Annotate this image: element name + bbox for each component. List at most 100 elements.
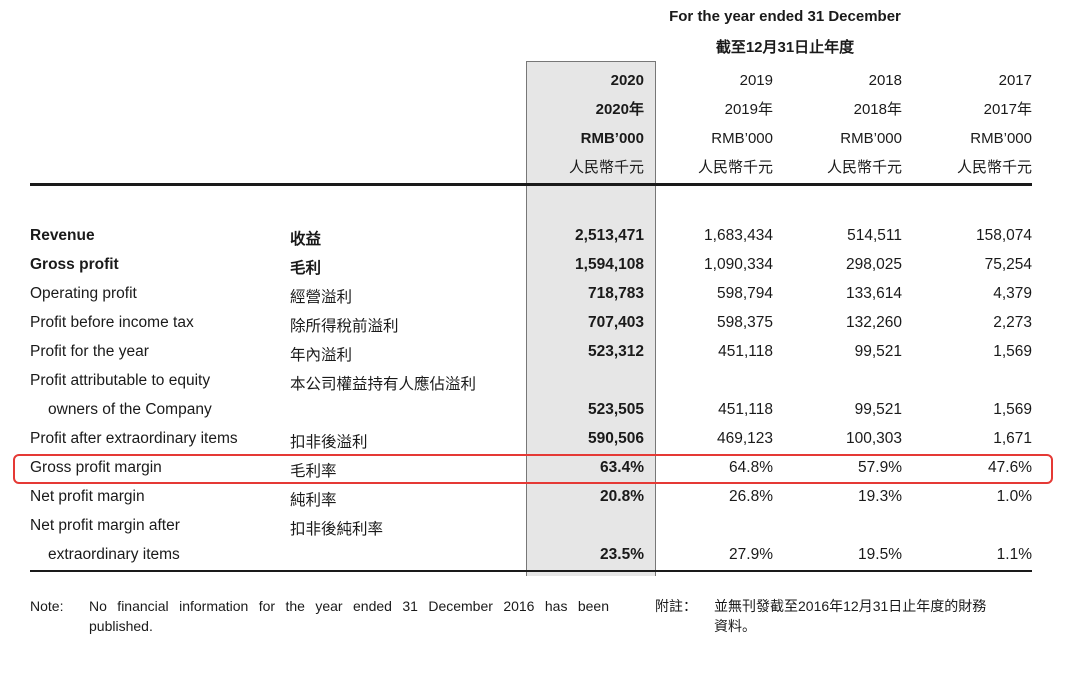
column-year: 2018: [868, 72, 902, 89]
cell-2017: 2,273: [993, 314, 1032, 331]
table-row-net-profit-margin: Net profit margin 純利率 20.8% 26.8% 19.3% …: [0, 482, 1080, 511]
row-label-zh: 毛利: [290, 260, 322, 277]
cell-2019: 598,794: [716, 285, 773, 302]
cell-2020: 718,783: [587, 285, 644, 302]
cell-2020: 523,505: [587, 401, 644, 418]
table-row-profit-for-year: Profit for the year 年內溢利 523,312 451,118…: [0, 337, 1080, 366]
note-label-zh: 附註：: [655, 598, 697, 614]
header-rule: [30, 183, 1032, 186]
table-row-profit-after-extraordinary: Profit after extraordinary items 扣非後溢利 5…: [0, 424, 1080, 453]
table-row-profit-attributable: Profit attributable to equity 本公司權益持有人應佔…: [0, 366, 1080, 395]
row-label-en: owners of the Company: [48, 401, 212, 418]
note-text-zh-line1: 並無刊發截至2016年12月31日止年度的財務: [714, 598, 987, 614]
cell-2018: 57.9%: [858, 459, 902, 476]
table-row-gross-profit-margin: Gross profit margin 毛利率 63.4% 64.8% 57.9…: [0, 453, 1080, 482]
column-unit: RMB’000: [580, 130, 644, 147]
row-label-en: Revenue: [30, 227, 95, 244]
cell-2017: 4,379: [993, 285, 1032, 302]
column-year-zh: 2020年: [595, 101, 644, 118]
column-unit-zh: 人民幣千元: [826, 159, 902, 176]
header-title-zh: 截至12月31日止年度: [715, 39, 855, 56]
row-label-en: Net profit margin: [30, 488, 145, 505]
cell-2020: 523,312: [587, 343, 644, 360]
row-label-en: Operating profit: [30, 285, 137, 302]
column-year-zh: 2017年: [983, 101, 1032, 118]
row-label-en: Profit after extraordinary items: [30, 430, 238, 447]
current-year-column-shade: [526, 61, 656, 576]
cell-2019: 1,090,334: [704, 256, 773, 273]
cell-2020: 20.8%: [600, 488, 644, 505]
cell-2017: 75,254: [984, 256, 1032, 273]
cell-2017: 1,569: [993, 401, 1032, 418]
row-label-zh: 純利率: [290, 492, 337, 509]
row-label-zh: 扣非後純利率: [290, 521, 384, 538]
note-text-en-line1: No financial information for the year en…: [89, 598, 609, 614]
cell-2018: 19.5%: [858, 546, 902, 563]
note-text-en-line2: published.: [89, 618, 153, 634]
column-year-zh: 2018年: [853, 101, 902, 118]
cell-2018: 100,303: [845, 430, 902, 447]
gross-margin-highlight-box: [13, 454, 1053, 484]
table-row-gross-profit: Gross profit 毛利 1,594,108 1,090,334 298,…: [0, 250, 1080, 279]
cell-2018: 132,260: [845, 314, 902, 331]
table-row-net-margin-after-extraordinary: Net profit margin after 扣非後純利率: [0, 511, 1080, 540]
cell-2019: 1,683,434: [704, 227, 773, 244]
row-label-en: Gross profit: [30, 256, 119, 273]
row-label-en: Profit for the year: [30, 343, 149, 360]
column-year: 2020: [610, 72, 644, 89]
cell-2020: 1,594,108: [575, 256, 644, 273]
row-label-en: Profit before income tax: [30, 314, 194, 331]
cell-2017: 47.6%: [988, 459, 1032, 476]
cell-2019: 27.9%: [729, 546, 773, 563]
cell-2018: 298,025: [845, 256, 902, 273]
cell-2020: 2,513,471: [575, 227, 644, 244]
row-label-zh: 年內溢利: [290, 347, 353, 364]
cell-2018: 99,521: [854, 343, 902, 360]
cell-2017: 1,671: [993, 430, 1032, 447]
cell-2020: 63.4%: [600, 459, 644, 476]
table-row-profit-attributable-cont: owners of the Company 523,505 451,118 99…: [0, 395, 1080, 424]
cell-2019: 64.8%: [729, 459, 773, 476]
table-row-profit-before-tax: Profit before income tax 除所得稅前溢利 707,403…: [0, 308, 1080, 337]
row-label-zh: 收益: [290, 231, 322, 248]
column-year: 2019: [739, 72, 773, 89]
cell-2018: 19.3%: [858, 488, 902, 505]
cell-2019: 469,123: [716, 430, 773, 447]
row-label-zh: 經營溢利: [290, 289, 353, 306]
cell-2019: 451,118: [718, 401, 773, 418]
table-row-net-margin-after-extraordinary-cont: extraordinary items 23.5% 27.9% 19.5% 1.…: [0, 540, 1080, 569]
cell-2020: 23.5%: [600, 546, 644, 563]
header-title-en: For the year ended 31 December: [669, 8, 901, 25]
cell-2017: 1.0%: [996, 488, 1032, 505]
cell-2020: 707,403: [587, 314, 644, 331]
column-unit: RMB’000: [970, 130, 1032, 147]
row-label-zh: 毛利率: [290, 463, 337, 480]
cell-2019: 451,118: [718, 343, 773, 360]
table-row-operating-profit: Operating profit 經營溢利 718,783 598,794 13…: [0, 279, 1080, 308]
cell-2020: 590,506: [587, 430, 644, 447]
cell-2018: 133,614: [845, 285, 902, 302]
column-unit: RMB’000: [840, 130, 902, 147]
note-text-zh-line2: 資料。: [714, 618, 756, 634]
row-label-zh: 本公司權益持有人應佔溢利: [290, 376, 477, 393]
row-label-en: Gross profit margin: [30, 459, 162, 476]
cell-2017: 1,569: [993, 343, 1032, 360]
cell-2018: 514,511: [847, 227, 902, 244]
cell-2017: 158,074: [975, 227, 1032, 244]
cell-2018: 99,521: [854, 401, 902, 418]
row-label-zh: 扣非後溢利: [290, 434, 368, 451]
cell-2017: 1.1%: [996, 546, 1032, 563]
note-label-en: Note:: [30, 598, 64, 614]
table-row-revenue: Revenue 收益 2,513,471 1,683,434 514,511 1…: [0, 221, 1080, 250]
cell-2019: 26.8%: [729, 488, 773, 505]
column-unit: RMB’000: [711, 130, 773, 147]
column-unit-zh: 人民幣千元: [956, 159, 1032, 176]
row-label-en: Net profit margin after: [30, 517, 180, 534]
column-unit-zh: 人民幣千元: [697, 159, 773, 176]
row-label-zh: 除所得稅前溢利: [290, 318, 399, 335]
column-unit-zh: 人民幣千元: [568, 159, 644, 176]
row-label-en: extraordinary items: [48, 546, 180, 563]
column-year-zh: 2019年: [724, 101, 773, 118]
column-year: 2017: [998, 72, 1032, 89]
row-label-en: Profit attributable to equity: [30, 372, 211, 389]
